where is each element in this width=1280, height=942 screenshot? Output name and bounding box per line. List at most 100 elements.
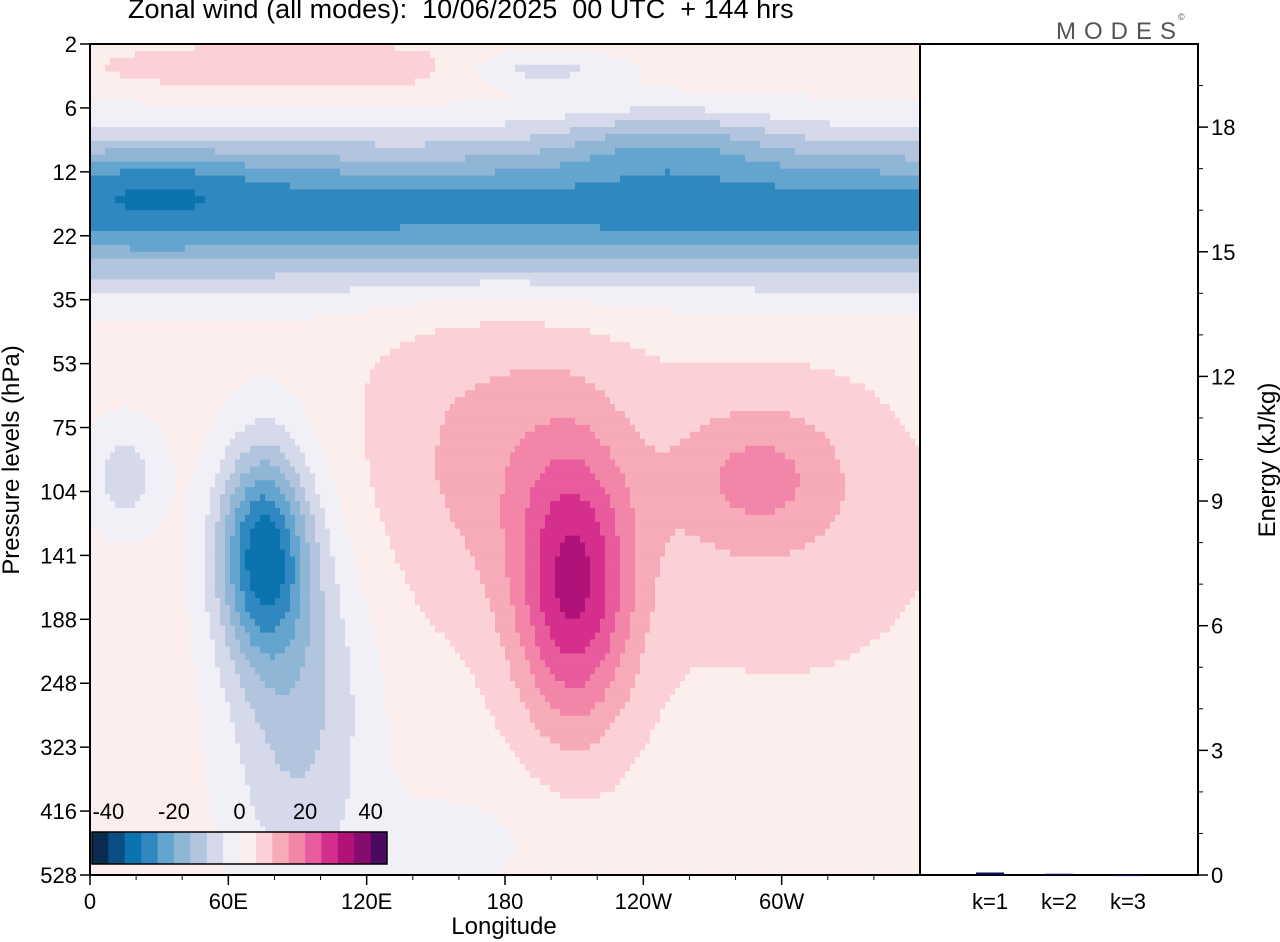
heatmap-cell [600, 78, 606, 87]
heatmap-cell [500, 189, 506, 197]
heatmap-cell [800, 106, 806, 114]
heatmap-cell [195, 147, 201, 156]
heatmap-cell [885, 85, 891, 94]
heatmap-cell [640, 92, 646, 100]
heatmap-cell [220, 210, 226, 218]
heatmap-cell [435, 244, 441, 253]
heatmap-cell [265, 127, 271, 135]
heatmap-cell [780, 230, 786, 239]
heatmap-cell [565, 92, 571, 100]
heatmap-cell [675, 230, 681, 239]
heatmap-cell [690, 175, 696, 184]
heatmap-cell [405, 140, 411, 149]
heatmap-cell [610, 50, 616, 59]
heatmap-cell [515, 168, 521, 177]
heatmap-cell [330, 120, 336, 128]
heatmap-cell [785, 140, 791, 149]
heatmap-cell [465, 147, 471, 156]
heatmap-cell [875, 127, 881, 135]
heatmap-cell [115, 203, 121, 211]
heatmap-cell [855, 127, 861, 135]
heatmap-cell [150, 189, 156, 197]
heatmap-cell [910, 147, 916, 156]
heatmap-cell [400, 224, 406, 232]
heatmap-cell [145, 217, 151, 225]
heatmap-cell [855, 78, 861, 87]
heatmap-cell [140, 78, 146, 87]
heatmap-cell [440, 140, 446, 149]
heatmap-cell [525, 44, 531, 52]
heatmap-cell [905, 99, 911, 107]
heatmap-cell [190, 106, 196, 114]
heatmap-cell [590, 120, 596, 128]
heatmap-cell [465, 50, 471, 59]
heatmap-cell [95, 147, 101, 156]
heatmap-cell [300, 161, 306, 170]
heatmap-cell [260, 224, 266, 232]
heatmap-cell [260, 196, 266, 204]
heatmap-cell [855, 217, 861, 225]
heatmap-cell [630, 113, 636, 121]
heatmap-cell [915, 244, 921, 253]
heatmap-cell [730, 78, 736, 87]
heatmap-cell [890, 92, 896, 100]
heatmap-cell [900, 92, 906, 100]
heatmap-cell [695, 189, 701, 197]
heatmap-cell [560, 44, 566, 52]
heatmap-cell [160, 161, 166, 170]
heatmap-cell [585, 78, 591, 87]
heatmap-cell [325, 50, 331, 59]
heatmap-cell [295, 161, 301, 170]
heatmap-cell [915, 71, 921, 80]
heatmap-cell [360, 78, 366, 87]
heatmap-cell [440, 78, 446, 87]
heatmap-cell [895, 64, 901, 73]
heatmap-cell [385, 85, 391, 94]
heatmap-cell [620, 230, 626, 239]
heatmap-cell [370, 175, 376, 184]
heatmap-cell [855, 161, 861, 170]
heatmap-cell [860, 140, 866, 149]
heatmap-cell [380, 189, 386, 197]
heatmap-cell [805, 120, 811, 128]
heatmap-cell [695, 57, 701, 66]
heatmap-cell [770, 85, 776, 94]
heatmap-cell [160, 244, 166, 253]
heatmap-cell [390, 217, 396, 225]
heatmap-cell [565, 57, 571, 66]
heatmap-cell [175, 237, 181, 246]
heatmap-cell [570, 140, 576, 149]
heatmap-cell [225, 44, 231, 52]
heatmap-cell [720, 92, 726, 100]
heatmap-cell [795, 113, 801, 121]
heatmap-cell [305, 203, 311, 211]
heatmap-cell [560, 147, 566, 156]
heatmap-cell [550, 50, 556, 59]
heatmap-cell [810, 161, 816, 170]
heatmap-cell [600, 127, 606, 135]
heatmap-cell [685, 196, 691, 204]
heatmap-cell [390, 85, 396, 94]
heatmap-cell [275, 113, 281, 121]
heatmap-cell [670, 71, 676, 80]
heatmap-cell [730, 182, 736, 191]
heatmap-cell [425, 189, 431, 197]
heatmap-cell [475, 120, 481, 128]
heatmap-cell [665, 168, 671, 177]
heatmap-cell [165, 182, 171, 191]
heatmap-cell [195, 99, 201, 107]
heatmap-cell [110, 196, 116, 204]
heatmap-cell [775, 147, 781, 156]
heatmap-cell [615, 244, 621, 253]
heatmap-cell [525, 127, 531, 135]
heatmap-cell [415, 127, 421, 135]
heatmap-cell [745, 78, 751, 87]
heatmap-cell [185, 244, 191, 253]
heatmap-cell [740, 50, 746, 59]
heatmap-cell [635, 224, 641, 232]
heatmap-cell [805, 237, 811, 246]
heatmap-cell [580, 57, 586, 66]
heatmap-cell [190, 120, 196, 128]
heatmap-cell [425, 140, 431, 149]
heatmap-cell [155, 57, 161, 66]
